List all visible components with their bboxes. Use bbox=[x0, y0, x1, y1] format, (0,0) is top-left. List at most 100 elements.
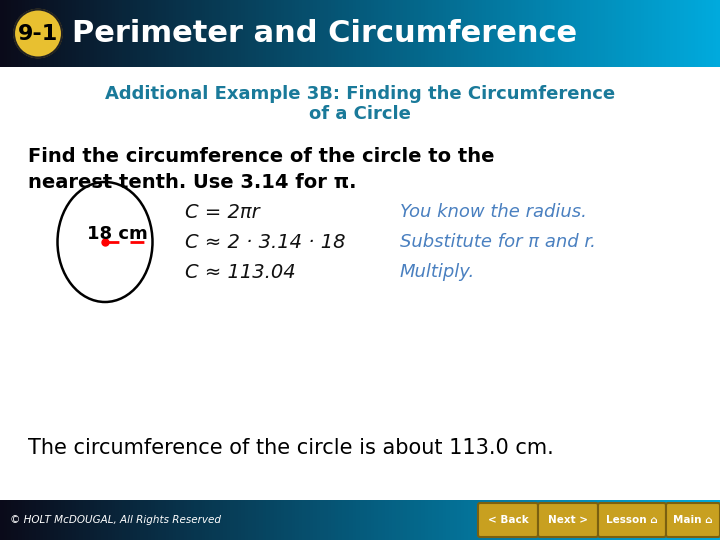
Bar bbox=[418, 500, 421, 540]
Bar bbox=[302, 500, 306, 540]
Bar bbox=[270, 0, 274, 67]
Bar bbox=[562, 500, 565, 540]
Bar bbox=[540, 500, 544, 540]
FancyBboxPatch shape bbox=[538, 503, 598, 537]
Bar bbox=[641, 500, 644, 540]
Text: Next >: Next > bbox=[548, 515, 588, 525]
Bar bbox=[526, 500, 529, 540]
Bar bbox=[299, 0, 302, 67]
Text: The circumference of the circle is about 113.0 cm.: The circumference of the circle is about… bbox=[28, 438, 554, 458]
Bar bbox=[65, 0, 68, 67]
Bar bbox=[342, 500, 346, 540]
Bar bbox=[367, 500, 371, 540]
Bar bbox=[680, 500, 684, 540]
Bar bbox=[652, 500, 655, 540]
Bar bbox=[695, 0, 698, 67]
Bar bbox=[504, 500, 508, 540]
Text: Main ⌂: Main ⌂ bbox=[673, 515, 713, 525]
Bar bbox=[122, 500, 126, 540]
Bar bbox=[227, 500, 230, 540]
Bar bbox=[652, 0, 655, 67]
Bar bbox=[450, 500, 454, 540]
Bar bbox=[680, 0, 684, 67]
Bar bbox=[587, 0, 590, 67]
Bar bbox=[536, 500, 540, 540]
Bar bbox=[331, 500, 335, 540]
Bar bbox=[443, 0, 446, 67]
Bar bbox=[58, 500, 61, 540]
Bar bbox=[450, 0, 454, 67]
Text: © HOLT McDOUGAL, All Rights Reserved: © HOLT McDOUGAL, All Rights Reserved bbox=[10, 515, 221, 525]
Bar bbox=[47, 0, 50, 67]
Bar bbox=[310, 0, 313, 67]
Bar bbox=[461, 500, 464, 540]
Bar bbox=[7, 0, 11, 67]
Bar bbox=[169, 0, 173, 67]
Bar bbox=[11, 0, 14, 67]
Bar bbox=[148, 0, 151, 67]
Bar bbox=[212, 0, 216, 67]
Bar bbox=[648, 0, 652, 67]
Bar bbox=[572, 500, 576, 540]
Bar bbox=[428, 500, 432, 540]
Bar bbox=[659, 500, 662, 540]
Bar bbox=[612, 500, 616, 540]
Bar bbox=[281, 0, 284, 67]
Bar bbox=[569, 0, 572, 67]
Bar bbox=[594, 0, 598, 67]
Bar bbox=[454, 0, 457, 67]
Bar bbox=[536, 0, 540, 67]
Bar bbox=[662, 500, 666, 540]
Bar bbox=[90, 500, 94, 540]
Bar bbox=[695, 500, 698, 540]
Bar bbox=[320, 0, 324, 67]
Bar bbox=[353, 0, 356, 67]
Bar bbox=[410, 0, 414, 67]
Bar bbox=[248, 500, 252, 540]
Bar bbox=[371, 0, 374, 67]
Bar bbox=[155, 500, 158, 540]
Bar bbox=[554, 0, 558, 67]
Bar bbox=[306, 500, 310, 540]
Bar bbox=[198, 500, 202, 540]
Bar bbox=[637, 500, 641, 540]
Bar bbox=[374, 500, 378, 540]
Bar bbox=[324, 0, 328, 67]
Bar bbox=[256, 500, 259, 540]
Bar bbox=[497, 500, 500, 540]
Bar bbox=[256, 0, 259, 67]
Bar bbox=[392, 500, 396, 540]
Bar bbox=[61, 0, 65, 67]
Bar bbox=[270, 500, 274, 540]
Text: of a Circle: of a Circle bbox=[309, 105, 411, 123]
Bar bbox=[338, 0, 342, 67]
Bar bbox=[40, 0, 43, 67]
Bar bbox=[133, 0, 137, 67]
Bar bbox=[709, 0, 713, 67]
Bar bbox=[320, 500, 324, 540]
Bar bbox=[587, 500, 590, 540]
Bar bbox=[151, 500, 155, 540]
Bar bbox=[313, 0, 317, 67]
Bar bbox=[637, 0, 641, 67]
Bar bbox=[194, 500, 198, 540]
Bar bbox=[68, 0, 72, 67]
Bar bbox=[508, 500, 511, 540]
Bar bbox=[698, 0, 702, 67]
Bar bbox=[497, 0, 500, 67]
Bar bbox=[616, 0, 619, 67]
Bar bbox=[670, 500, 673, 540]
Bar bbox=[216, 500, 220, 540]
Bar bbox=[518, 0, 522, 67]
Bar bbox=[104, 500, 108, 540]
Bar bbox=[547, 500, 551, 540]
Bar bbox=[119, 500, 122, 540]
Bar bbox=[180, 500, 184, 540]
Bar bbox=[630, 0, 634, 67]
Bar bbox=[472, 500, 475, 540]
Bar bbox=[396, 500, 400, 540]
Bar bbox=[605, 500, 608, 540]
Bar bbox=[130, 500, 133, 540]
Bar bbox=[515, 0, 518, 67]
Bar bbox=[634, 500, 637, 540]
